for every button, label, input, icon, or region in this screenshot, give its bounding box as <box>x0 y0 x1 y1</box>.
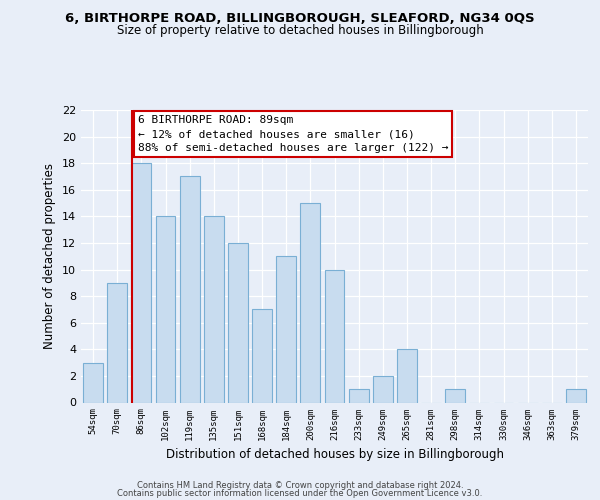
Bar <box>131 163 151 402</box>
Bar <box>155 216 175 402</box>
Text: Size of property relative to detached houses in Billingborough: Size of property relative to detached ho… <box>116 24 484 37</box>
Bar <box>301 203 320 402</box>
Text: Contains HM Land Registry data © Crown copyright and database right 2024.: Contains HM Land Registry data © Crown c… <box>137 481 463 490</box>
Text: Contains public sector information licensed under the Open Government Licence v3: Contains public sector information licen… <box>118 489 482 498</box>
Bar <box>107 283 127 403</box>
Bar <box>445 389 465 402</box>
Bar <box>566 389 586 402</box>
Bar <box>204 216 224 402</box>
Bar <box>228 243 248 402</box>
Bar <box>252 310 272 402</box>
Bar <box>83 362 103 403</box>
Text: 6 BIRTHORPE ROAD: 89sqm
← 12% of detached houses are smaller (16)
88% of semi-de: 6 BIRTHORPE ROAD: 89sqm ← 12% of detache… <box>138 116 448 154</box>
Text: 6, BIRTHORPE ROAD, BILLINGBOROUGH, SLEAFORD, NG34 0QS: 6, BIRTHORPE ROAD, BILLINGBOROUGH, SLEAF… <box>65 12 535 26</box>
Bar <box>373 376 392 402</box>
Bar <box>325 270 344 402</box>
Bar <box>180 176 200 402</box>
Bar <box>397 350 417 403</box>
Bar <box>349 389 368 402</box>
Y-axis label: Number of detached properties: Number of detached properties <box>43 163 56 349</box>
X-axis label: Distribution of detached houses by size in Billingborough: Distribution of detached houses by size … <box>166 448 503 461</box>
Bar <box>277 256 296 402</box>
